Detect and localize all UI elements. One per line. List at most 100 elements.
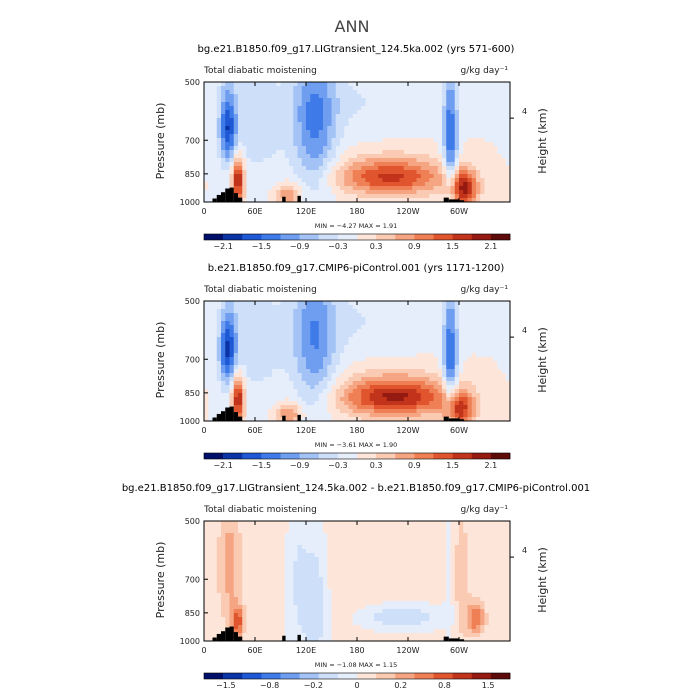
terrain-block <box>216 194 221 202</box>
field-cell <box>335 385 341 390</box>
field-cell <box>255 126 260 131</box>
field-cell <box>238 178 243 183</box>
field-cell <box>221 146 226 151</box>
field-cell <box>348 393 354 398</box>
field-cell <box>484 365 490 370</box>
field-cell <box>476 142 481 147</box>
field-cell <box>233 325 239 330</box>
field-cell <box>238 154 243 159</box>
field-cell <box>314 321 320 326</box>
field-cell <box>480 158 485 163</box>
field-cell <box>382 405 388 410</box>
field-cell <box>221 106 226 111</box>
field-cell <box>280 345 286 350</box>
field-cell <box>484 86 490 91</box>
field-cell <box>501 525 507 530</box>
field-cell <box>276 305 281 310</box>
field-cell <box>297 178 303 183</box>
field-cell <box>399 198 405 203</box>
field-cell <box>323 385 328 390</box>
field-cell <box>242 389 247 394</box>
field-cell <box>484 118 490 123</box>
field-cell <box>318 341 324 346</box>
field-cell <box>246 102 252 107</box>
field-cell <box>259 525 264 530</box>
field-cell <box>391 329 396 334</box>
field-cell <box>318 178 324 183</box>
field-cell <box>403 186 409 191</box>
field-cell <box>229 313 235 318</box>
field-cell <box>391 186 396 191</box>
field-cell <box>433 325 439 330</box>
field-cell <box>357 86 362 91</box>
field-cell <box>323 98 328 103</box>
x-tick-labels: 0 60E 120E 180 120W 60W <box>201 82 468 216</box>
field-cell <box>250 194 256 199</box>
field-cell <box>476 90 481 95</box>
field-cell <box>352 82 358 87</box>
field-cell <box>276 401 281 406</box>
field-cell <box>276 365 281 370</box>
field-cell <box>386 329 392 334</box>
field-cell <box>369 150 375 155</box>
field-cell <box>272 190 277 195</box>
field-cell <box>284 385 290 390</box>
field-cell <box>408 369 413 374</box>
field-cell <box>225 146 230 151</box>
field-cell <box>497 305 502 310</box>
field-cell <box>216 329 222 334</box>
field-cell <box>476 126 481 131</box>
field-cell <box>378 397 383 402</box>
field-cell <box>467 98 473 103</box>
field-cell <box>272 134 277 139</box>
field-cell <box>497 146 502 151</box>
field-cell <box>216 337 222 342</box>
field-cell <box>463 409 468 414</box>
field-cell <box>408 345 413 350</box>
field-cell <box>272 385 277 390</box>
field-cell <box>395 190 400 195</box>
field-cell <box>318 409 324 414</box>
field-cell <box>208 301 213 306</box>
field-cell <box>340 82 345 87</box>
field-cell <box>318 134 324 139</box>
field-cell <box>340 142 345 147</box>
field-cell <box>284 190 290 195</box>
field-cell <box>484 417 490 422</box>
field-cell <box>301 98 307 103</box>
field-cell <box>497 170 502 175</box>
field-cell <box>378 377 383 382</box>
field-cell <box>480 94 485 99</box>
field-cell <box>216 357 222 362</box>
field-cell <box>480 381 485 386</box>
field-cell <box>395 369 400 374</box>
field-cell <box>221 122 226 127</box>
field-cell <box>484 94 490 99</box>
field-cell <box>216 317 222 322</box>
field-cell <box>399 158 405 163</box>
field-cell <box>420 521 426 526</box>
field-cell <box>352 134 358 139</box>
field-cell <box>467 305 473 310</box>
field-cell <box>361 413 366 418</box>
field-cell <box>467 154 473 159</box>
field-cell <box>238 365 243 370</box>
field-cell <box>480 190 485 195</box>
field-cell <box>378 533 383 538</box>
field-cell <box>357 182 362 187</box>
field-cell <box>276 381 281 386</box>
field-cell <box>323 353 328 358</box>
field-cell <box>425 377 430 382</box>
field-cell <box>459 198 464 203</box>
field-cell <box>378 122 383 127</box>
field-cell <box>403 329 409 334</box>
field-cell <box>471 122 477 127</box>
field-cell <box>420 138 426 143</box>
field-cell <box>318 321 324 326</box>
field-cell <box>425 521 430 526</box>
field-cell <box>267 533 273 538</box>
field-cell <box>403 110 409 115</box>
field-cell <box>437 174 443 179</box>
field-cell <box>255 341 260 346</box>
field-cell <box>403 377 409 382</box>
